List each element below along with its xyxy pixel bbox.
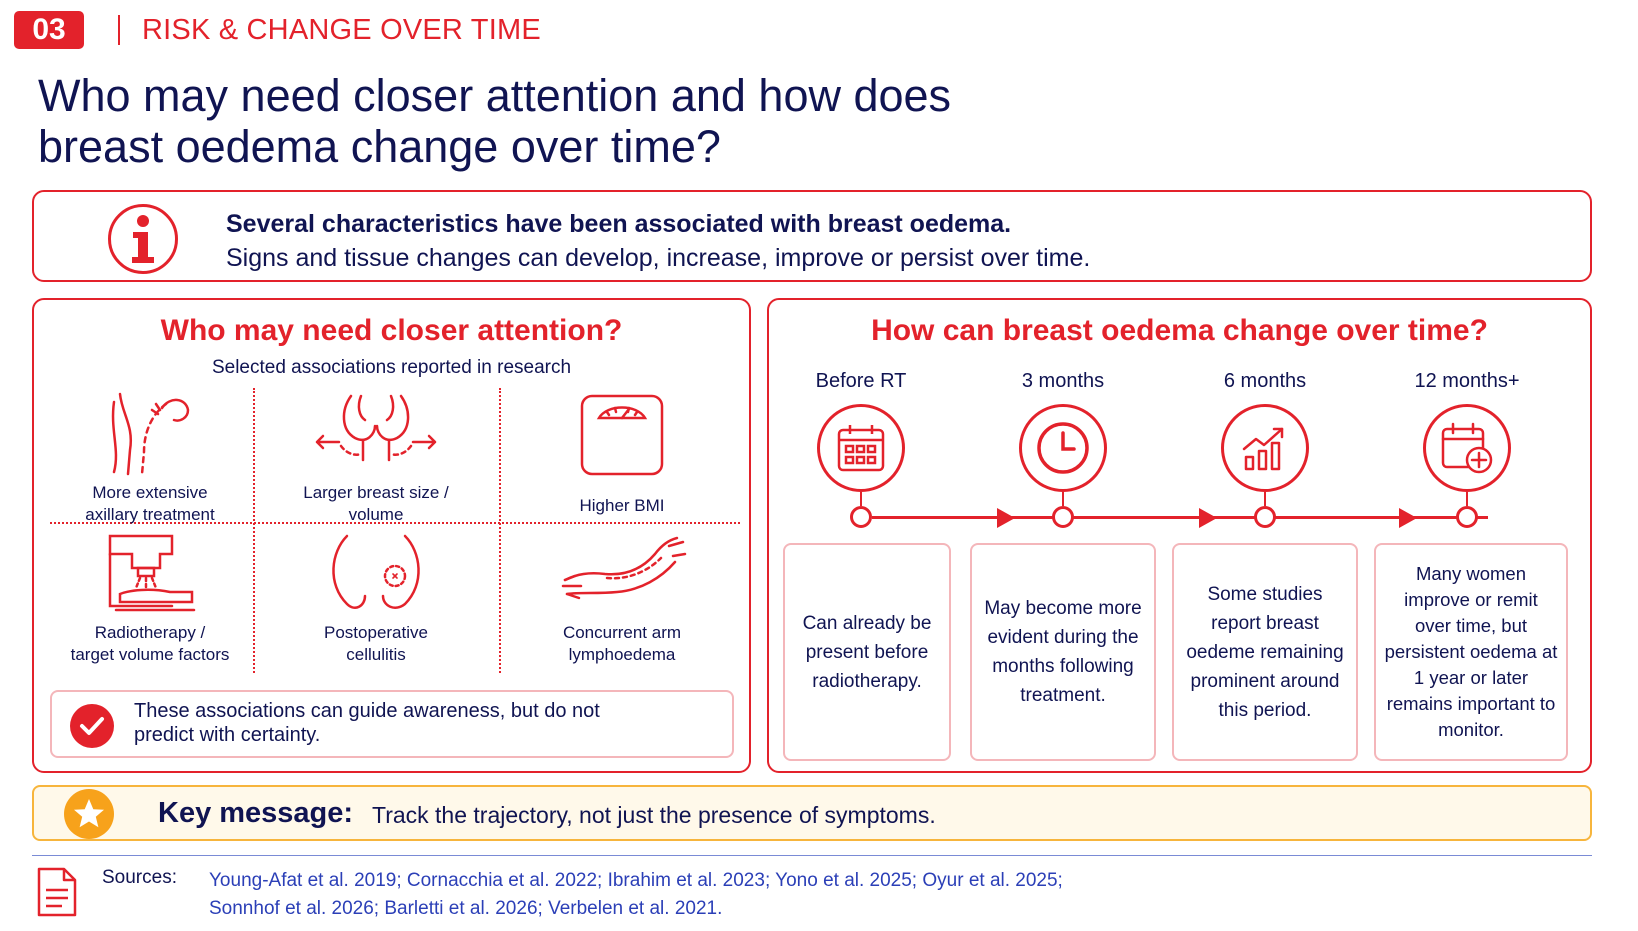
timeline-node bbox=[1052, 506, 1074, 528]
timeline-line bbox=[872, 516, 1488, 519]
timeline-stem bbox=[1062, 492, 1064, 506]
attention-subtitle: Selected associations reported in resear… bbox=[211, 357, 572, 378]
note-line: These associations can guide awareness, … bbox=[134, 700, 600, 722]
section-number-badge: 03 bbox=[14, 11, 84, 49]
timeline-stem bbox=[1466, 492, 1468, 506]
risk-factor-item: Higher BMI bbox=[506, 388, 738, 530]
risk-factor-item: More extensive axillary treatment bbox=[50, 388, 250, 530]
key-message: Key message: Track the trajectory, not j… bbox=[32, 785, 1592, 841]
timeline-title: How can breast oedema change over time? bbox=[871, 314, 1488, 347]
risk-factor-item: Postoperative cellulitis bbox=[260, 530, 492, 672]
risk-factor-item: Radiotherapy / target volume factors bbox=[50, 530, 250, 672]
calendar-plus-icon bbox=[1423, 404, 1511, 492]
sources-list: Young-Afat et al. 2019; Cornacchia et al… bbox=[209, 867, 1149, 923]
timeline-arrow bbox=[1399, 508, 1417, 528]
document-icon bbox=[36, 866, 78, 923]
risk-factor-grid: More extensive axillary treatment bbox=[50, 388, 740, 673]
risk-factor-label: Larger breast size / bbox=[303, 483, 449, 502]
stage-description: Some studies report breast oedeme remain… bbox=[1172, 543, 1358, 761]
timeline-node bbox=[1456, 506, 1478, 528]
attention-title: Who may need closer attention? bbox=[160, 314, 623, 347]
axilla-icon bbox=[50, 390, 250, 482]
stage-text: May become more evident during the month… bbox=[984, 598, 1142, 706]
stage-label: 6 months bbox=[1223, 370, 1307, 392]
note-text: These associations can guide awareness, … bbox=[134, 699, 694, 747]
risk-factor-label: More extensive bbox=[92, 483, 208, 502]
stage-text: Can already be present before radiothera… bbox=[802, 612, 932, 692]
sources-divider bbox=[32, 855, 1592, 856]
info-icon bbox=[108, 204, 178, 274]
timeline-panel: How can breast oedema change over time? … bbox=[767, 298, 1592, 773]
info-banner: Several characteristics have been associ… bbox=[32, 190, 1592, 282]
timeline-stem bbox=[1264, 492, 1266, 506]
stage-label: 3 months bbox=[1021, 370, 1105, 392]
grid-divider bbox=[253, 388, 255, 673]
risk-factor-label: cellulitis bbox=[346, 645, 406, 664]
info-text: Signs and tissue changes can develop, in… bbox=[226, 244, 1091, 272]
attention-panel: Who may need closer attention? Selected … bbox=[32, 298, 751, 773]
page-title-line1: Who may need closer attention and how do… bbox=[38, 70, 952, 121]
key-message-text: Track the trajectory, not just the prese… bbox=[372, 802, 936, 828]
stage-description: May become more evident during the month… bbox=[970, 543, 1156, 761]
radiotherapy-machine-icon bbox=[50, 532, 250, 624]
cellulitis-icon bbox=[260, 532, 492, 624]
risk-factor-label: axillary treatment bbox=[85, 505, 215, 524]
stage-label: Before RT bbox=[815, 370, 907, 392]
risk-factor-label: lymphoedema bbox=[568, 645, 676, 664]
check-icon bbox=[70, 704, 114, 748]
sources-label: Sources: bbox=[102, 867, 177, 888]
star-icon bbox=[64, 789, 114, 839]
note-line: predict with certainty. bbox=[134, 724, 321, 746]
stage-label: 12 months+ bbox=[1414, 370, 1520, 392]
sources-line: Young-Afat et al. 2019; Cornacchia et al… bbox=[209, 870, 1063, 891]
risk-factor-item: Concurrent arm lymphoedema bbox=[506, 530, 738, 672]
scale-icon bbox=[506, 390, 738, 482]
trend-chart-icon bbox=[1221, 404, 1309, 492]
arm-icon bbox=[506, 532, 738, 624]
clock-icon bbox=[1019, 404, 1107, 492]
risk-factor-label: Radiotherapy / bbox=[94, 623, 206, 642]
section-title: RISK & CHANGE OVER TIME bbox=[142, 13, 541, 46]
timeline-arrow bbox=[1199, 508, 1217, 528]
header-divider bbox=[118, 15, 120, 45]
risk-factor-label: Postoperative bbox=[324, 623, 428, 642]
timeline-node bbox=[850, 506, 872, 528]
timeline-stem bbox=[860, 492, 862, 506]
stage-description: Can already be present before radiothera… bbox=[783, 543, 951, 761]
associations-note: These associations can guide awareness, … bbox=[50, 690, 734, 758]
page-title-line2: breast oedema change over time? bbox=[38, 121, 721, 172]
timeline-arrow bbox=[997, 508, 1015, 528]
risk-factor-item: Larger breast size / volume bbox=[260, 388, 492, 530]
risk-factor-label: Higher BMI bbox=[579, 496, 665, 515]
info-heading: Several characteristics have been associ… bbox=[226, 210, 1012, 238]
stage-description: Many women improve or remit over time, b… bbox=[1374, 543, 1568, 761]
risk-factor-label: target volume factors bbox=[70, 645, 230, 664]
key-message-heading: Key message: bbox=[158, 797, 354, 829]
sources-line: Sonnhof et al. 2026; Barletti et al. 202… bbox=[209, 898, 723, 919]
section-header: 03 RISK & CHANGE OVER TIME bbox=[14, 10, 541, 50]
page-title: Who may need closer attention and how do… bbox=[38, 70, 1138, 172]
breast-size-icon bbox=[260, 390, 492, 482]
risk-factor-label: volume bbox=[348, 505, 404, 524]
grid-divider bbox=[499, 388, 501, 673]
calendar-icon bbox=[817, 404, 905, 492]
grid-divider bbox=[50, 522, 740, 524]
risk-factor-label: Concurrent arm bbox=[562, 623, 682, 642]
stage-text: Some studies report breast oedeme remain… bbox=[1186, 583, 1344, 721]
stage-text: Many women improve or remit over time, b… bbox=[1384, 563, 1558, 740]
timeline-node bbox=[1254, 506, 1276, 528]
